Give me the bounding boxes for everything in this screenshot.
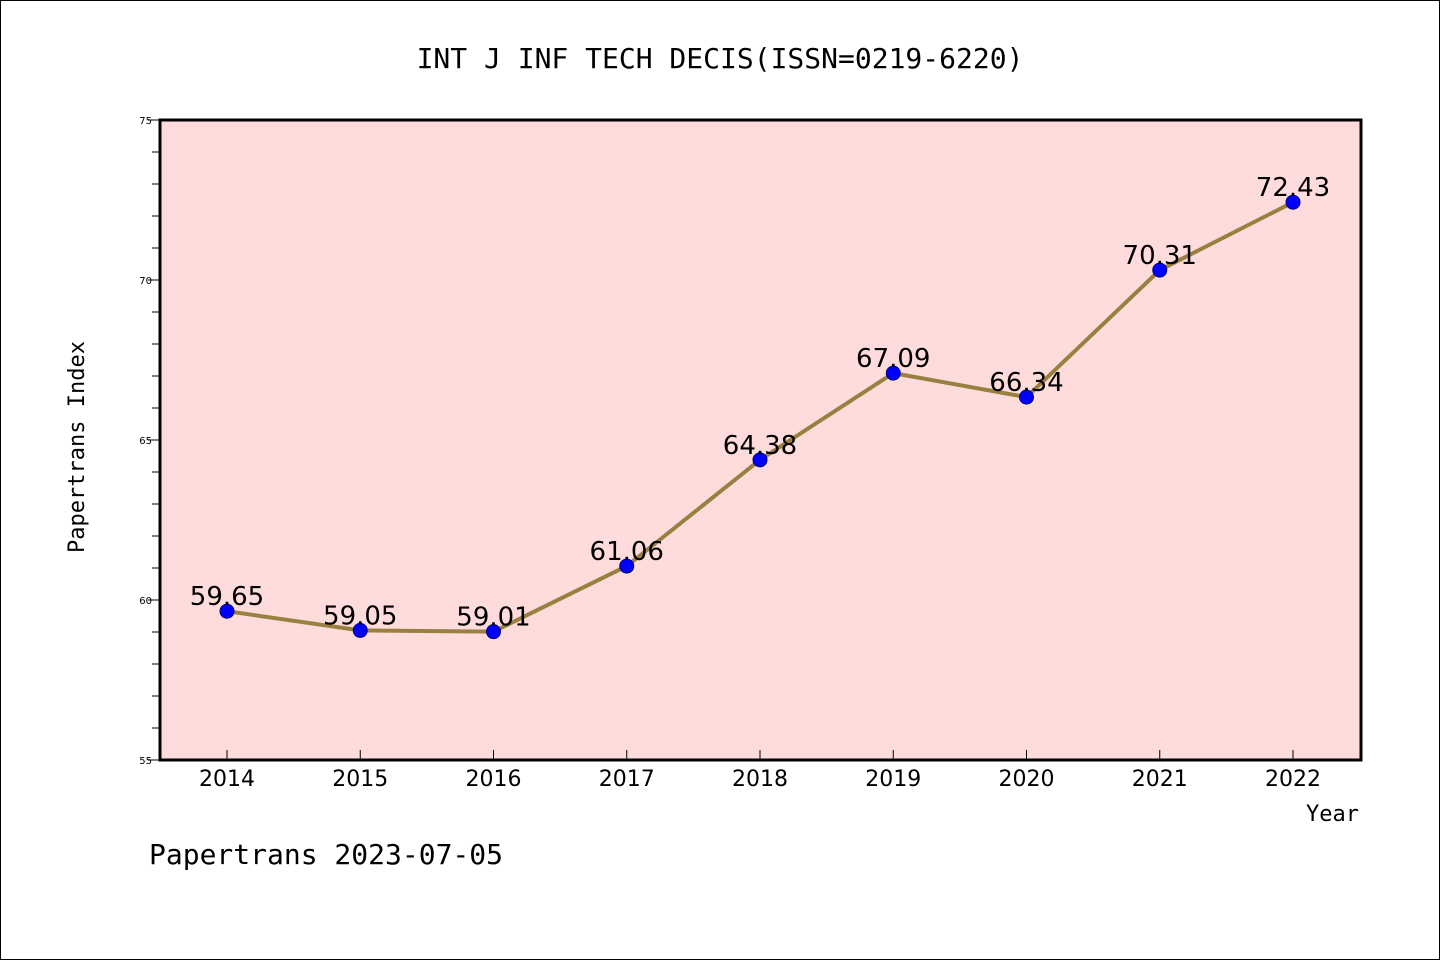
x-tick-label: 2022 xyxy=(1265,767,1321,792)
footer-source: Papertrans 2023-07-05 xyxy=(149,838,503,871)
x-tick-label: 2015 xyxy=(332,767,388,792)
data-point xyxy=(1152,262,1168,278)
x-tick-label: 2014 xyxy=(199,767,255,792)
data-label: 59.05 xyxy=(323,601,397,631)
data-point xyxy=(219,603,235,619)
x-axis-label: Year xyxy=(1306,802,1359,827)
data-point xyxy=(1285,194,1301,210)
data-label: 64.38 xyxy=(723,431,797,461)
data-label: 59.01 xyxy=(456,603,530,633)
plot-area xyxy=(158,118,1363,762)
data-label: 67.09 xyxy=(856,344,930,374)
data-label: 59.65 xyxy=(190,582,264,612)
x-tick-label: 2018 xyxy=(732,767,788,792)
data-point xyxy=(752,452,768,468)
x-tick-label: 2017 xyxy=(599,767,655,792)
x-tick-label: 2020 xyxy=(999,767,1055,792)
data-label: 61.06 xyxy=(590,537,664,567)
data-point xyxy=(352,622,368,638)
x-axis: 2014 2015 2016 2017 2018 2019 2020 2021 2022 xyxy=(199,750,1321,792)
y-axis-label: Papertrans Index xyxy=(65,341,90,553)
y-tick-label: 60 xyxy=(139,596,152,607)
x-tick-label: 2019 xyxy=(865,767,921,792)
chart-title: INT J INF TECH DECIS(ISSN=0219-6220) xyxy=(417,42,1024,75)
data-label: 66.34 xyxy=(989,368,1063,398)
y-axis: 55 60 65 70 75 xyxy=(139,116,160,767)
x-tick-label: 2016 xyxy=(466,767,522,792)
y-tick-label: 55 xyxy=(139,756,152,767)
data-point xyxy=(619,558,635,574)
y-tick-label: 65 xyxy=(139,436,152,447)
data-point xyxy=(885,365,901,381)
data-label: 72.43 xyxy=(1256,173,1330,203)
data-point xyxy=(1019,389,1034,405)
data-label: 70.31 xyxy=(1123,241,1197,271)
data-point xyxy=(486,624,501,640)
y-tick-label: 75 xyxy=(139,116,152,127)
x-tick-label: 2021 xyxy=(1132,767,1188,792)
series-papertrans-index: 59.65 59.05 59.01 61.06 64.38 67.09 66.34 70.31… xyxy=(190,173,1330,640)
y-tick-label: 70 xyxy=(139,276,152,287)
